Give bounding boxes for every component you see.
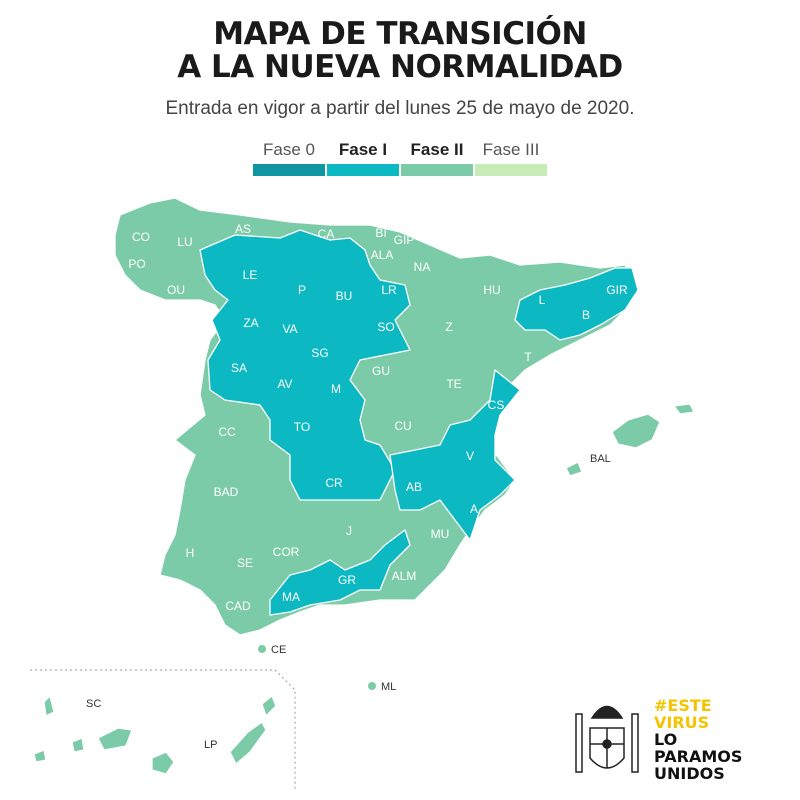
label-bu: BU [336, 289, 353, 303]
label-te: TE [446, 377, 461, 391]
logo-line: LO [654, 730, 678, 749]
campaign-logo: #ESTE VIRUS LO PARAMOS UNIDOS [654, 697, 742, 782]
island-tenerife [97, 727, 133, 751]
label-b: B [582, 308, 590, 322]
label-se: SE [237, 556, 253, 570]
label-sg: SG [311, 346, 328, 360]
label-bad: BAD [214, 485, 239, 499]
label-hu: HU [483, 283, 500, 297]
legend-label: Fase I [338, 140, 388, 159]
ceuta-marker [258, 645, 266, 653]
region-catalonia-fase-1 [514, 267, 639, 341]
page-title: MAPA DE TRANSICIÓN A LA NUEVA NORMALIDAD [0, 18, 800, 84]
label-cad: CAD [225, 599, 251, 613]
label-gir: GIR [606, 283, 628, 297]
island-fuerteventura [229, 721, 267, 765]
province-labels: CO LU AS CA BI GIP ALA NA PO OU LE P BU … [86, 222, 628, 751]
label-gr: GR [338, 573, 356, 587]
label-cc: CC [218, 425, 236, 439]
label-cu: CU [394, 419, 411, 433]
label-av: AV [277, 377, 292, 391]
label-gip: GIP [394, 233, 415, 247]
label-as: AS [235, 222, 251, 236]
label-lp: LP [204, 739, 217, 751]
legend-label: Fase II [410, 140, 464, 159]
region-castilla-madrid-fase-1 [199, 229, 411, 501]
title-line-1: MAPA DE TRANSICIÓN [213, 16, 587, 52]
label-z: Z [445, 320, 452, 334]
region-valencia-albacete-fase-1 [389, 369, 521, 541]
island-la-gomera [71, 737, 85, 753]
label-alm: ALM [392, 569, 417, 583]
melilla-marker [368, 682, 376, 690]
label-a: A [470, 502, 478, 516]
legend-swatch [475, 164, 547, 176]
label-cor: COR [273, 545, 300, 559]
legend-fase-2: Fase II [400, 140, 474, 176]
legend-label: Fase 0 [263, 140, 315, 159]
label-na: NA [414, 260, 431, 274]
legend-swatch [327, 164, 399, 176]
label-po: PO [128, 257, 145, 271]
legend-label: Fase III [482, 140, 540, 159]
logo-line: VIRUS [654, 713, 710, 732]
phase-legend: Fase 0 Fase I Fase II Fase III [252, 140, 548, 176]
logo-line: UNIDOS [654, 764, 725, 783]
label-m: M [331, 382, 341, 396]
label-h: H [186, 546, 195, 560]
label-j: J [346, 524, 352, 538]
label-za: ZA [243, 316, 258, 330]
label-ml: ML [381, 681, 396, 693]
legend-fase-3: Fase III [474, 140, 548, 176]
label-ala: ALA [371, 248, 394, 262]
legend-fase-0: Fase 0 [252, 140, 326, 176]
title-line-2: A LA NUEVA NORMALIDAD [177, 49, 623, 85]
island-mallorca [611, 413, 661, 449]
island-lanzarote [261, 695, 277, 717]
logo-line: PARAMOS [654, 747, 743, 766]
label-t: T [524, 350, 532, 364]
label-le: LE [243, 268, 258, 282]
label-sa: SA [231, 361, 247, 375]
island-menorca [673, 403, 695, 415]
label-bal: BAL [590, 453, 611, 465]
label-ce: CE [271, 644, 286, 656]
subtitle: Entrada en vigor a partir del lunes 25 d… [165, 98, 635, 119]
label-to: TO [294, 420, 310, 434]
label-mu: MU [431, 527, 450, 541]
label-co: CO [132, 230, 150, 244]
label-lr: LR [381, 283, 397, 297]
label-ou: OU [167, 283, 185, 297]
legend-fase-1: Fase I [326, 140, 400, 176]
island-la-palma [43, 695, 55, 717]
label-ab: AB [406, 480, 422, 494]
label-so: SO [377, 320, 394, 334]
region-malaga-granada-fase-1 [269, 529, 411, 616]
label-ma: MA [282, 590, 300, 604]
label-v: V [466, 449, 474, 463]
label-ca: CA [318, 227, 335, 241]
label-sc: SC [86, 698, 101, 710]
label-p: P [298, 283, 306, 297]
label-gu: GU [372, 364, 390, 378]
legend-swatch [253, 164, 325, 176]
legend-swatch [401, 164, 473, 176]
label-va: VA [282, 322, 297, 336]
label-l: L [539, 293, 546, 307]
spain-coat-of-arms-icon [575, 705, 639, 773]
island-ibiza [565, 461, 583, 477]
label-lu: LU [177, 235, 192, 249]
label-cs: CS [488, 398, 505, 412]
label-bi: BI [375, 226, 386, 240]
label-cr: CR [325, 476, 343, 490]
island-el-hierro [33, 749, 47, 763]
island-gran-canaria [151, 751, 175, 775]
logo-line: #ESTE [654, 696, 712, 715]
